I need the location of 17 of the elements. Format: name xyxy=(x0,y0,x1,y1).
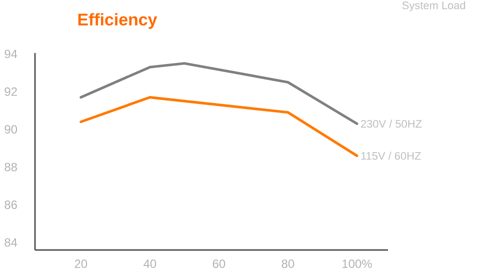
y-tick-label: 94 xyxy=(4,50,18,58)
x-tick-label: 80 xyxy=(282,260,294,268)
x-tick-label: 40 xyxy=(144,260,156,268)
x-tick-label: 60 xyxy=(212,260,226,268)
chart-title: Efficiency xyxy=(78,13,158,29)
y-tick-label: 86 xyxy=(4,200,17,209)
line-series xyxy=(80,62,358,125)
x-tick-label: 100% xyxy=(342,260,372,268)
y-tick-label: 90 xyxy=(4,125,18,134)
y-tick-label: 88 xyxy=(4,162,17,172)
y-tick-label: 84 xyxy=(4,238,18,247)
series-label: 115V / 60HZ xyxy=(361,152,421,160)
x-tick-label: 20 xyxy=(74,260,88,268)
x-axis-title: System Load xyxy=(402,1,466,12)
line-series xyxy=(80,96,358,158)
series-label: 230V / 50HZ xyxy=(361,120,422,128)
y-tick-label: 92 xyxy=(4,87,17,96)
